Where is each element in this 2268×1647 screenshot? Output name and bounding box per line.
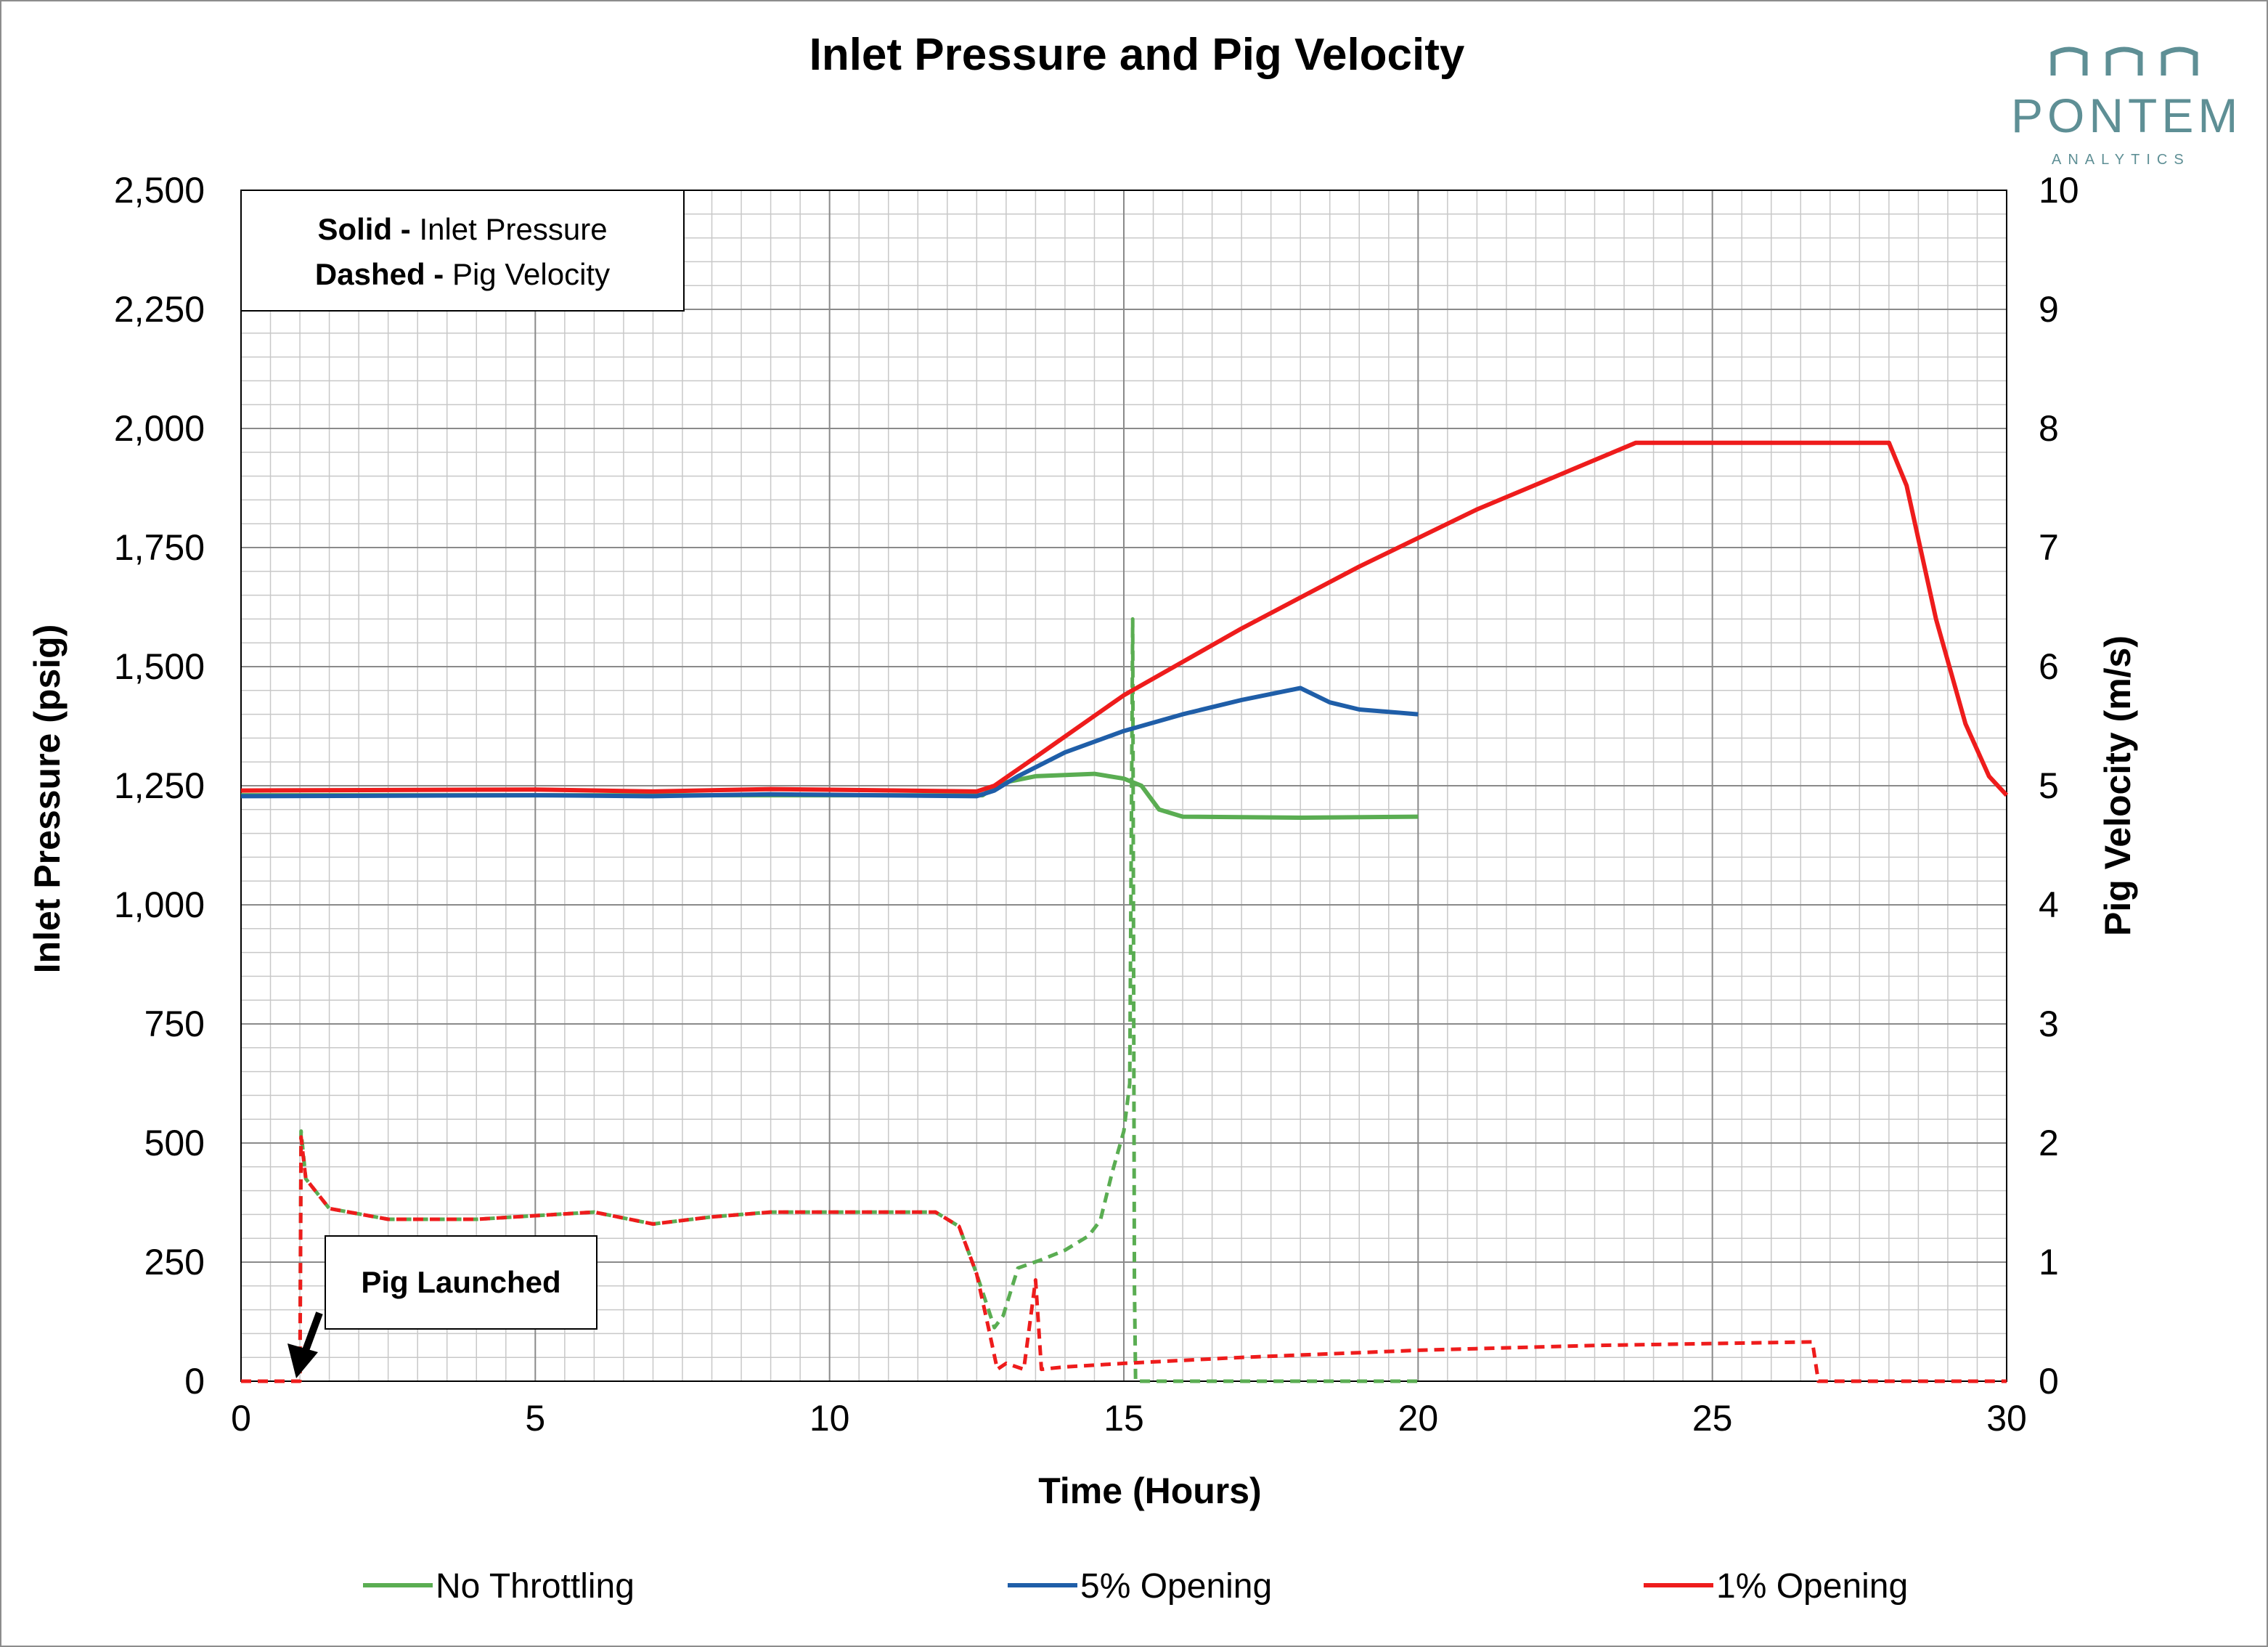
y2-axis-tick-labels: 0 1 2 3 4 5 6 7 8 9 10 [2039,170,2079,1402]
y-tick-label: 1,000 [114,884,205,925]
note-line-pressure: Solid - Inlet Pressure [317,212,607,246]
logo-arches-icon [2050,46,2198,76]
pig-launched-callout: Pig Launched [287,1235,597,1378]
x-tick-label: 10 [809,1398,850,1439]
x-tick-label: 20 [1398,1398,1439,1439]
pig-launched-label: Pig Launched [361,1265,560,1299]
y-axis-title: Inlet Pressure (psig) [27,625,68,974]
legend-label-5pct-opening: 5% Opening [1080,1567,1272,1606]
y2-tick-label: 0 [2039,1361,2059,1402]
y-tick-label: 2,250 [114,289,205,330]
pontem-analytics-logo: PONTEM ANALYTICS [2011,46,2242,168]
series-layer [240,440,2009,1383]
y-tick-label: 1,750 [114,527,205,568]
major-gridlines [241,190,2007,1381]
x-tick-label: 15 [1104,1398,1144,1439]
logo-wordmark: PONTEM [2011,89,2242,142]
y-tick-label: 2,000 [114,408,205,449]
y2-tick-label: 2 [2039,1123,2059,1163]
legend: No Throttling 5% Opening 1% Opening [363,1567,1908,1606]
y2-tick-label: 5 [2039,765,2059,806]
legend-label-1pct-opening: 1% Opening [1716,1567,1908,1606]
x-tick-label: 25 [1692,1398,1733,1439]
y-axis-tick-labels: 0 250 500 750 1,000 1,250 1,500 1,750 2,000 2,250… [114,170,205,1402]
y-tick-label: 250 [144,1242,205,1282]
y2-tick-label: 9 [2039,289,2059,330]
x-axis-tick-labels: 0 5 10 15 20 25 30 [231,1398,2027,1439]
y-tick-label: 750 [144,1004,205,1044]
y-tick-label: 2,500 [114,170,205,211]
y-tick-label: 500 [144,1123,205,1163]
y2-tick-label: 7 [2039,527,2059,568]
x-tick-label: 0 [231,1398,251,1439]
logo-subtitle: ANALYTICS [2052,152,2190,168]
y2-tick-label: 4 [2039,884,2059,925]
chart-title: Inlet Pressure and Pig Velocity [809,30,1465,80]
callout-arrow-shaft [301,1312,323,1354]
y-tick-label: 1,250 [114,765,205,806]
plot-area-border [240,190,2007,1382]
x-axis-title: Time (Hours) [1038,1471,1261,1511]
y-tick-label: 0 [184,1361,205,1402]
y2-tick-label: 10 [2039,170,2079,211]
x-tick-label: 5 [525,1398,545,1439]
y2-tick-label: 1 [2039,1242,2059,1282]
pressure-line-5pct-opening [240,686,1419,799]
callout-arrow-head [287,1343,318,1378]
y2-tick-label: 3 [2039,1004,2059,1044]
x-tick-label: 30 [1986,1398,2027,1439]
y2-tick-label: 6 [2039,646,2059,687]
legend-label-no-throttling: No Throttling [436,1567,635,1606]
note-line-velocity: Dashed - Pig Velocity [315,257,610,291]
y-tick-label: 1,500 [114,646,205,687]
y2-tick-label: 8 [2039,408,2059,449]
line-style-note-box: Solid - Inlet Pressure Dashed - Pig Velo… [240,190,685,312]
pressure-line-1pct-opening [240,440,2009,797]
y2-axis-title: Pig Velocity (m/s) [2097,635,2138,936]
